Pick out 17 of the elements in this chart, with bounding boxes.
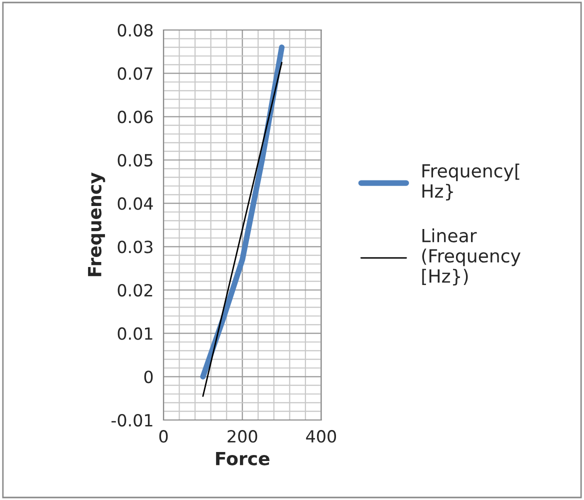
y-tick-label: -0.01 xyxy=(111,414,152,427)
y-axis-title: Frequency xyxy=(88,172,106,276)
x-tick-label: 0 xyxy=(159,430,168,443)
y-tick-label: 0 xyxy=(144,370,153,384)
y-tick-label: 0.06 xyxy=(118,110,153,124)
y-tick-label: 0.01 xyxy=(118,327,152,340)
y-tick-label: 0.07 xyxy=(118,67,152,80)
y-tick-label: 0.05 xyxy=(118,154,152,167)
x-axis-title: Force xyxy=(216,452,270,466)
x-tick-label: 400 xyxy=(306,430,336,443)
legend-label: Frequency[ Hz} xyxy=(422,164,520,201)
y-tick-label: 0.04 xyxy=(118,197,153,210)
x-tick-label: 200 xyxy=(228,430,258,443)
legend-label: Linear (Frequency [Hz}) xyxy=(422,228,520,286)
y-tick-label: 0.08 xyxy=(118,24,153,37)
y-tick-label: 0.02 xyxy=(118,284,152,297)
y-tick-label: 0.03 xyxy=(118,240,152,254)
